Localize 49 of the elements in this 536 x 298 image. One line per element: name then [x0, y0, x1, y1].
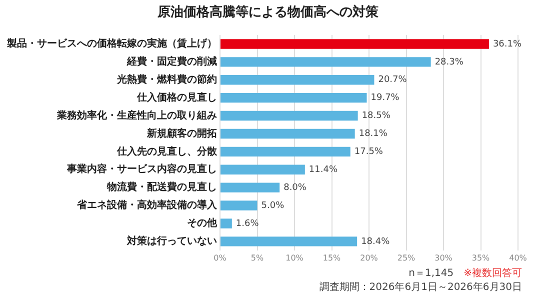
x-tick-label: 15% — [322, 253, 342, 262]
x-tick-label: 25% — [397, 253, 416, 262]
bar — [220, 218, 232, 228]
bar — [220, 110, 358, 121]
x-tick-label: 10% — [286, 253, 304, 262]
chart-title: 原油価格高騰等による物価高への対策 — [156, 4, 380, 22]
y-tick-label: 製品・サービスへの価格転嫁の実施（賃上げ） — [6, 38, 217, 50]
y-tick-label: 対策は行っていない — [126, 235, 217, 248]
bar — [220, 75, 374, 85]
bar — [220, 92, 367, 103]
bar — [220, 146, 350, 157]
text: ※複数回答可 — [464, 268, 522, 279]
y-tick-label: 光熱費・燃料費の節約 — [116, 73, 217, 86]
x-tick-label: 35% — [472, 253, 490, 262]
data-label: 11.4% — [308, 164, 338, 175]
x-tick-label: 5% — [250, 253, 264, 262]
y-tick-label: その他 — [187, 217, 218, 230]
x-tick-label: 0% — [214, 253, 227, 262]
bar — [220, 182, 280, 192]
y-tick-label: 物流費・配送費の見直し — [106, 181, 217, 194]
x-tick-label: 40% — [509, 253, 528, 262]
y-tick-label: 事業内容・サービス内容の見直し — [66, 163, 217, 176]
data-label: 17.5% — [354, 147, 384, 158]
bar — [220, 236, 358, 246]
data-label: 18.1% — [358, 129, 388, 140]
data-label: 28.3% — [434, 57, 464, 68]
x-tick-label: 20% — [360, 253, 378, 262]
text: n＝1,145 — [408, 268, 454, 279]
data-label: 5.0% — [261, 200, 285, 211]
y-tick-label: 仕入価格の見直し — [136, 91, 217, 104]
data-label: 19.7% — [370, 93, 400, 104]
data-label: 1.6% — [236, 218, 260, 229]
data-label: 36.1% — [492, 39, 522, 50]
data-label: 20.7% — [378, 75, 408, 86]
bar — [220, 57, 431, 67]
y-tick-label: 省エネ設備・高効率設備の導入 — [76, 199, 218, 212]
y-tick-label: 業務効率化・生産性向上の取り組み — [56, 109, 217, 122]
x-tick-label: 30% — [434, 253, 453, 262]
data-label: 8.0% — [284, 182, 307, 193]
data-label: 18.4% — [361, 236, 390, 247]
bar — [220, 200, 258, 210]
y-tick-label: 経費・固定費の削減 — [126, 56, 217, 68]
y-tick-label: 新規顧客の開拓 — [146, 127, 217, 140]
text: 調査期間：2026年6月1日～2026年6月30日 — [319, 281, 522, 295]
bar — [220, 164, 305, 174]
bar — [220, 128, 355, 139]
data-label: 18.5% — [362, 111, 391, 122]
bar — [220, 39, 489, 49]
y-tick-label: 仕入先の見直し、分散 — [116, 145, 218, 158]
